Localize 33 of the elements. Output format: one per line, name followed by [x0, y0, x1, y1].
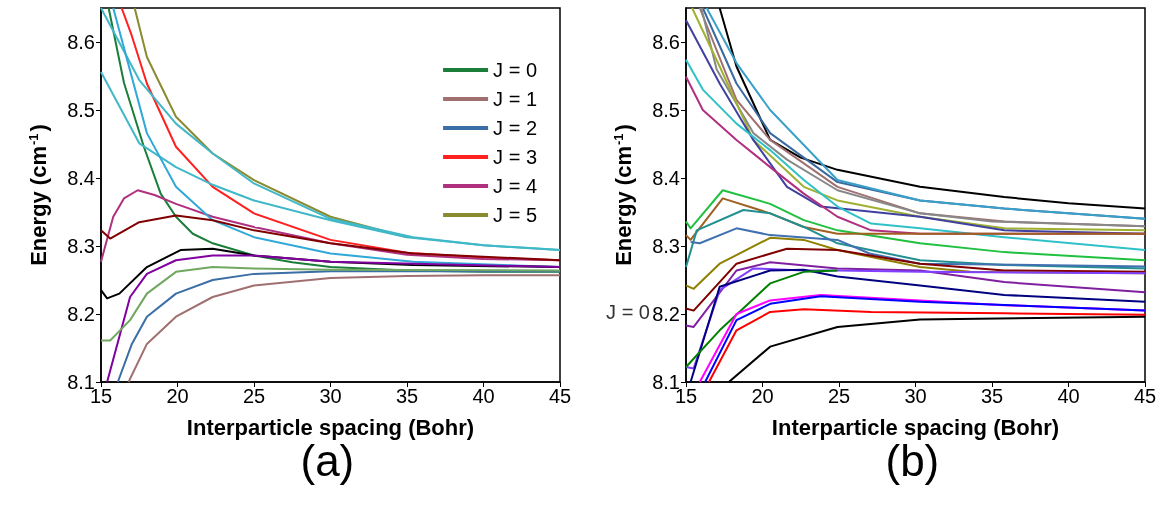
y-tick-label: 8.2 — [67, 303, 95, 325]
y-tick-label: 8.4 — [652, 167, 680, 189]
x-tick-label: 45 — [1133, 385, 1157, 407]
x-tick-label: 30 — [904, 385, 927, 407]
y-tick-label: 8.3 — [652, 235, 680, 257]
y-tick-label: 8.4 — [67, 167, 95, 189]
y-tick-label: 8.6 — [652, 31, 680, 53]
legend-label: J = 2 — [493, 117, 538, 139]
x-tick-label: 25 — [242, 385, 266, 407]
x-tick-label: 20 — [751, 385, 774, 407]
y-tick-label: 8.2 — [652, 303, 680, 325]
annotation: J = 0 — [606, 301, 650, 323]
y-tick-label: 8.5 — [67, 99, 95, 121]
x-tick-label: 35 — [980, 385, 1004, 407]
x-axis-title: Interparticle spacing (Bohr) — [771, 414, 1060, 440]
legend-label: J = 3 — [493, 146, 538, 168]
x-tick-label: 20 — [166, 385, 189, 407]
x-tick-label: 45 — [548, 385, 572, 407]
x-tick-label: 25 — [827, 385, 851, 407]
y-tick-label: 8.6 — [67, 31, 95, 53]
legend-label: J = 4 — [493, 175, 538, 197]
x-tick-label: 40 — [1057, 385, 1080, 407]
x-axis-title: Interparticle spacing (Bohr) — [186, 414, 475, 440]
y-axis-title: Energy (cm-1) — [25, 124, 51, 266]
legend-label: J = 5 — [493, 204, 538, 226]
x-tick-label: 40 — [472, 385, 495, 407]
y-tick-label: 8.3 — [67, 235, 95, 257]
legend-label: J = 0 — [493, 59, 538, 81]
legend-label: J = 1 — [493, 88, 538, 110]
y-tick-label: 8.5 — [652, 99, 680, 121]
x-tick-label: 35 — [395, 385, 419, 407]
y-axis-title: Energy (cm-1) — [610, 124, 636, 266]
x-tick-label: 30 — [319, 385, 342, 407]
